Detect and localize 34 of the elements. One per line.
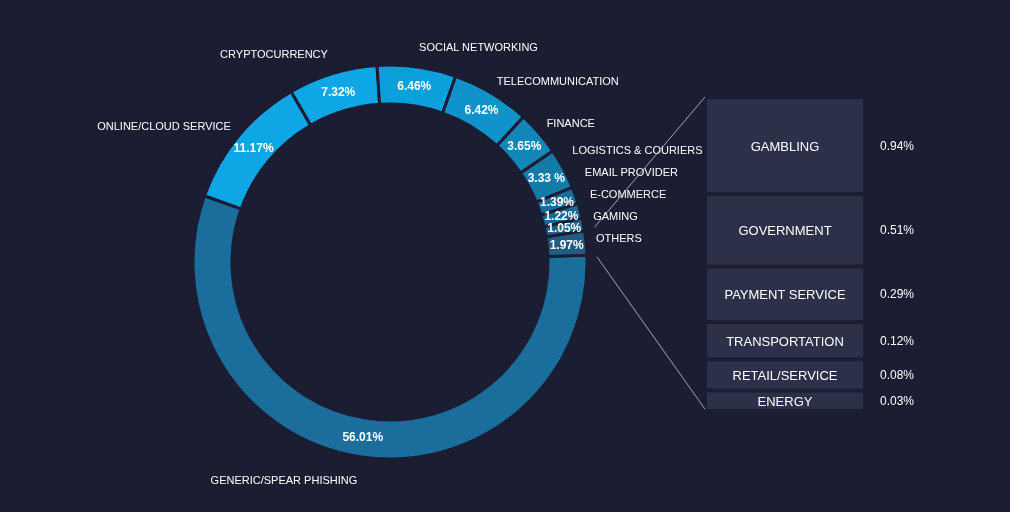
- data-label: 56.01%: [342, 430, 384, 445]
- data-label: 0.94%: [880, 138, 915, 153]
- slice-label: SOCIAL NETWORKING: [419, 41, 538, 53]
- category-label: GAMBLING: [750, 138, 820, 154]
- data-label: 3.65%: [507, 138, 542, 153]
- slice-label: ONLINE/CLOUD SERVICE: [97, 119, 231, 132]
- slice-label: LOGISTICS & COURIERS: [572, 143, 703, 156]
- slice-label: TELECOMMUNICATION: [496, 74, 619, 87]
- data-label: 0.08%: [880, 367, 915, 382]
- slice-label: E-COMMERCE: [589, 187, 667, 200]
- data-label: 3.33 %: [527, 170, 566, 185]
- slice-label: EMAIL PROVIDER: [584, 165, 678, 178]
- data-label: 6.42%: [464, 102, 499, 117]
- data-label: 11.17%: [233, 141, 274, 156]
- data-label: 1.05%: [547, 221, 582, 236]
- slice-label: CRYPTOCURRENCY: [220, 48, 329, 61]
- category-label: RETAIL/SERVICE: [732, 367, 838, 383]
- data-label: 7.32%: [321, 85, 356, 100]
- category-label: PAYMENT SERVICE: [724, 287, 846, 303]
- slice-label: GENERIC/SPEAR PHISHING: [210, 474, 358, 487]
- slice-label: OTHERS: [596, 231, 642, 244]
- category-label: GOVERNMENT: [738, 223, 832, 239]
- slice-label: FINANCE: [546, 116, 595, 129]
- category-label: ENERGY: [757, 393, 813, 409]
- data-label: 1.22%: [544, 208, 579, 223]
- data-label: 0.29%: [880, 287, 915, 302]
- data-label: 1.97%: [549, 237, 585, 252]
- data-label: 0.51%: [880, 223, 915, 238]
- data-label: 6.46%: [397, 79, 432, 94]
- data-label: 1.39%: [540, 194, 575, 209]
- category-label: TRANSPORTATION: [726, 333, 844, 349]
- data-label: 0.03%: [880, 393, 915, 408]
- data-label: 0.12%: [880, 333, 915, 348]
- slice-label: GAMING: [593, 209, 638, 222]
